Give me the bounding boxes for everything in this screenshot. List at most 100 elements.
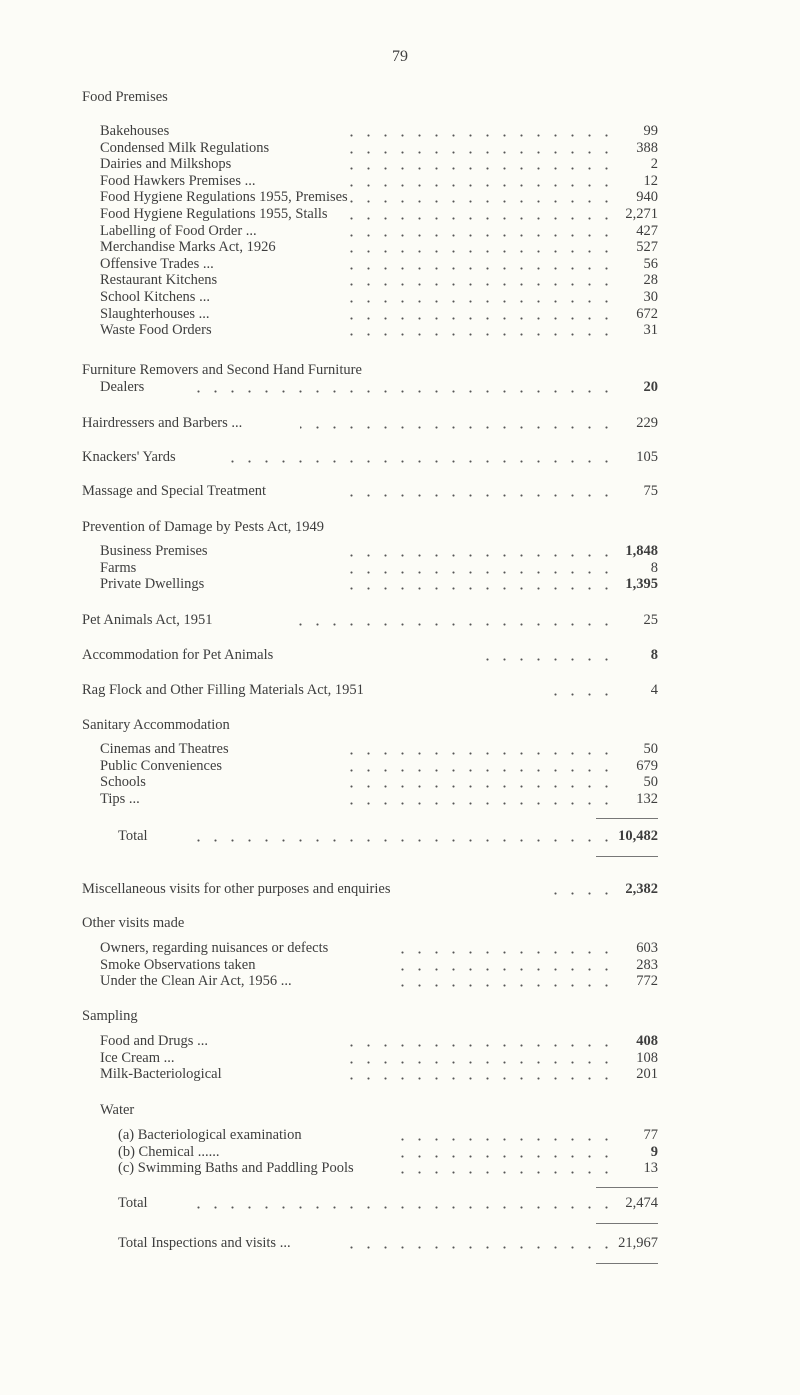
- row-label: Furniture Removers and Second Hand Furni…: [82, 362, 362, 378]
- row-label: (a) Bacteriological examination: [118, 1127, 302, 1143]
- row-label: Tips ...: [100, 790, 140, 807]
- row-value: 679: [636, 757, 658, 774]
- table-row: Offensive Trades ... 56: [0, 256, 800, 273]
- dot-leader: [340, 752, 615, 755]
- row-value: 2,271: [625, 206, 658, 222]
- row-label: Pet Animals Act, 1951: [82, 612, 213, 628]
- table-row: Rag Flock and Other Filling Materials Ac…: [0, 682, 800, 699]
- row-label: Miscellaneous visits for other purposes …: [82, 881, 391, 897]
- table-row: Cinemas and Theatres 50: [0, 741, 800, 758]
- table-row: Bakehouses 99: [0, 123, 800, 140]
- section-heading: Food Premises: [0, 89, 800, 106]
- dot-leader: [540, 693, 615, 696]
- row-label: (b) Chemical ......: [118, 1143, 220, 1160]
- table-row: Private Dwellings 1,395: [0, 576, 800, 593]
- row-label: School Kitchens ...: [100, 289, 210, 305]
- row-label: Sampling: [82, 1008, 138, 1024]
- row-value: 201: [636, 1066, 658, 1083]
- row-label: Hairdressers and Barbers ...: [82, 415, 243, 431]
- dot-leader: [340, 250, 615, 254]
- row-label: Private Dwellings: [100, 576, 205, 593]
- dot-leader: [340, 200, 615, 204]
- table-row: Labelling of Food Order ... 427: [0, 223, 800, 240]
- row-value: 1,848: [625, 543, 658, 559]
- row-value: 28: [643, 272, 659, 289]
- dot-leader: [340, 587, 615, 591]
- row-label: Total Inspections and visits ...: [118, 1235, 291, 1251]
- row-label: Under the Clean Air Act, 1956 ...: [100, 973, 292, 990]
- dot-leader: [340, 554, 615, 557]
- row-label: Prevention of Damage by Pests Act, 1949: [82, 519, 325, 535]
- row-value: 1,395: [625, 576, 658, 593]
- table-row: Massage and Special Treatment 75: [0, 483, 800, 500]
- row-label: Water: [100, 1102, 135, 1118]
- table-row: Knackers' Yards 105: [0, 449, 800, 466]
- table-row: Smoke Observations taken 283: [0, 957, 800, 974]
- row-label: Food Hygiene Regulations 1955, Stalls: [100, 206, 328, 222]
- dot-leader: [340, 785, 615, 789]
- total-row: Total 2,474: [0, 1195, 800, 1212]
- section-heading: Sampling: [0, 1008, 800, 1025]
- total-rule: [596, 818, 658, 819]
- table-row: Hairdressers and Barbers ... 229: [0, 415, 800, 432]
- row-label: Business Premises: [100, 543, 208, 559]
- row-value: 31: [643, 322, 659, 339]
- total-rule: [596, 1187, 658, 1188]
- row-value: 2,382: [625, 881, 658, 897]
- table-row: Furniture Removers and Second Hand Furni…: [0, 362, 800, 379]
- row-value: 2: [650, 156, 658, 173]
- dot-leader: [350, 1246, 615, 1249]
- row-label: Dealers: [100, 379, 145, 395]
- table-row: (b) Chemical ...... 9: [0, 1144, 800, 1161]
- total-rule: [596, 1263, 658, 1264]
- row-value: 105: [636, 449, 658, 465]
- row-label: Merchandise Marks Act, 1926: [100, 239, 276, 256]
- row-value: 99: [643, 123, 659, 139]
- dot-leader: [340, 768, 615, 772]
- table-row: Condensed Milk Regulations 388: [0, 140, 800, 157]
- grand-total-row: Total Inspections and visits ... 21,967: [0, 1235, 800, 1252]
- row-label: Ice Cream ...: [100, 1049, 175, 1066]
- page-number: 79: [392, 48, 408, 65]
- row-label: (c) Swimming Baths and Paddling Pools: [118, 1160, 354, 1177]
- dot-leader: [400, 967, 615, 971]
- table-row: Pet Animals Act, 1951 25: [0, 612, 800, 629]
- row-value: 4: [650, 682, 658, 698]
- dot-leader: [220, 460, 615, 463]
- row-value: 50: [643, 741, 659, 757]
- total-row: Total 10,482: [0, 828, 800, 845]
- table-row: Food Hygiene Regulations 1955, Stalls 2,2…: [0, 206, 800, 223]
- table-row: Business Premises 1,848: [0, 543, 800, 560]
- row-value: 56: [643, 255, 659, 272]
- row-label: Public Conveniences: [100, 757, 223, 774]
- row-value: 12: [643, 172, 659, 189]
- dot-leader: [340, 570, 615, 574]
- table-row: Waste Food Orders 31: [0, 322, 800, 339]
- table-row: School Kitchens ... 30: [0, 289, 800, 306]
- row-value: 50: [643, 774, 659, 791]
- row-value: 21,967: [618, 1235, 658, 1251]
- row-label: Schools: [100, 774, 146, 791]
- dot-leader: [340, 1060, 615, 1064]
- row-label: Labelling of Food Order ...: [100, 222, 257, 239]
- row-label: Knackers' Yards: [82, 449, 176, 465]
- row-value: 9: [650, 1143, 658, 1160]
- section-heading: Sanitary Accommodation: [0, 717, 800, 734]
- row-value: 2,474: [625, 1195, 658, 1211]
- dot-leader: [480, 658, 615, 661]
- row-label: Food and Drugs ...: [100, 1033, 208, 1049]
- row-value: 132: [636, 790, 658, 807]
- row-label: Slaughterhouses ...: [100, 305, 210, 322]
- row-label: Owners, regarding nuisances or defects: [100, 940, 329, 956]
- row-value: 30: [643, 289, 659, 305]
- row-label: Food Hygiene Regulations 1955, Premises: [100, 189, 348, 206]
- row-value: 10,482: [618, 828, 658, 844]
- dot-leader: [340, 167, 615, 171]
- table-row: Restaurant Kitchens 28: [0, 272, 800, 289]
- row-value: 672: [636, 305, 658, 322]
- dot-leader: [340, 333, 615, 337]
- dot-leader: [340, 266, 615, 270]
- row-value: 108: [636, 1049, 658, 1066]
- dot-leader: [340, 801, 615, 805]
